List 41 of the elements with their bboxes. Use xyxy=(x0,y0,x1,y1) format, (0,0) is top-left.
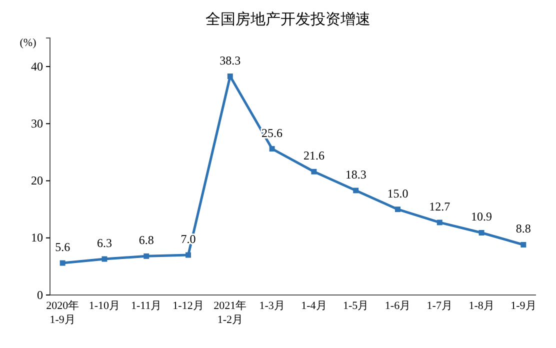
point xyxy=(186,252,191,258)
data-label: 5.6 xyxy=(55,240,70,254)
x-tick-label: 1-4月 xyxy=(301,300,327,312)
data-label: 6.3 xyxy=(96,236,112,250)
point xyxy=(60,260,66,266)
x-tick-label: 1-10月 xyxy=(88,300,120,312)
point xyxy=(395,206,400,212)
data-label: 10.9 xyxy=(471,210,492,224)
point xyxy=(102,256,108,262)
x-tick-label: 1-9月 xyxy=(510,300,536,312)
y-tick-label: 20 xyxy=(31,174,43,188)
y-tick-label: 30 xyxy=(31,116,43,131)
x-tick-label: 2020年 1-9月 xyxy=(46,300,80,326)
point xyxy=(269,146,275,152)
data-label: 18.3 xyxy=(345,167,366,182)
x-tick-label: 1-12月 xyxy=(172,300,204,312)
data-label: 8.8 xyxy=(516,222,531,236)
chart-title: 全国房地产开发投资增速 xyxy=(206,10,370,28)
y-tick-label: 40 xyxy=(31,59,43,74)
data-label: 6.8 xyxy=(138,233,154,248)
data-label: 12.7 xyxy=(429,199,450,214)
x-tick-label: 1-11月 xyxy=(130,300,162,312)
x-tick-label: 1-3月 xyxy=(259,300,285,312)
point xyxy=(227,74,233,79)
y-tick-label: 0 xyxy=(37,288,43,302)
data-label: 38.3 xyxy=(220,53,241,68)
point xyxy=(436,220,442,226)
point xyxy=(144,253,150,259)
x-tick-label: 1-8月 xyxy=(468,300,494,312)
x-tick-label: 1-5月 xyxy=(343,300,369,312)
point xyxy=(353,188,359,194)
y-tick-label: 10 xyxy=(31,230,43,245)
point xyxy=(520,242,526,248)
data-label: 15.0 xyxy=(387,186,408,200)
x-tick-label: 2021年 1-2月 xyxy=(214,300,247,326)
y-axis-title: (%) xyxy=(20,37,37,49)
point xyxy=(311,168,317,174)
x-tick-label: 1-6月 xyxy=(384,300,411,312)
point xyxy=(478,230,484,236)
data-label: 21.6 xyxy=(303,148,324,163)
x-tick-label: 1-7月 xyxy=(426,300,452,312)
